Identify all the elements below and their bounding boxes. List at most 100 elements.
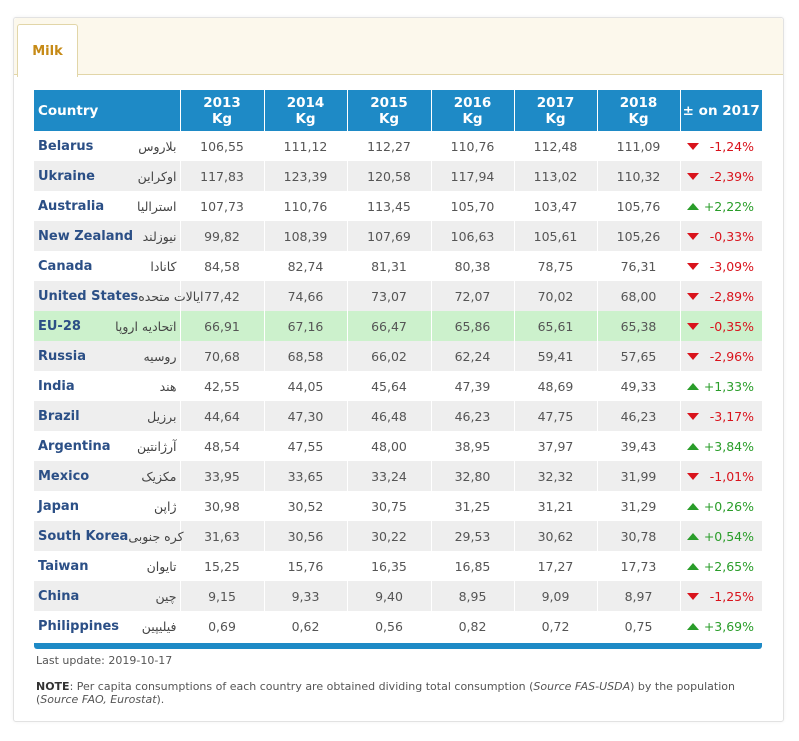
change-percent: +1,33% bbox=[703, 378, 754, 394]
header-year: 2018 Kg bbox=[596, 90, 680, 131]
value-cell: 120,58 bbox=[346, 161, 431, 191]
value-cell: 33,24 bbox=[346, 461, 431, 491]
value-cell: 39,43 bbox=[596, 431, 680, 461]
arrow-up-icon bbox=[686, 502, 699, 510]
value-cell: 72,07 bbox=[430, 281, 514, 311]
table-row: Canada کانادا 84,58 82,74 81,31 80,38 78,75 76,… bbox=[34, 251, 762, 281]
change-percent: +3,69% bbox=[703, 618, 754, 634]
country-name-en: Brazil bbox=[38, 408, 80, 424]
country-name-fa: فیلیپین bbox=[141, 618, 177, 634]
value-cell: 30,56 bbox=[263, 521, 347, 551]
value-cell: 15,25 bbox=[179, 551, 264, 581]
country-name-fa: برزیل bbox=[147, 408, 177, 424]
value-cell: 48,69 bbox=[513, 371, 597, 401]
change-cell: +2,22% bbox=[679, 191, 762, 221]
table-row: Argentina آرژانتین 48,54 47,55 48,00 38,95 37,… bbox=[34, 431, 762, 461]
table-row: Philippines فیلیپین 0,69 0,62 0,56 0,82 0,72 0,… bbox=[34, 611, 762, 641]
value-cell: 68,58 bbox=[263, 341, 347, 371]
value-cell: 80,38 bbox=[430, 251, 514, 281]
milk-panel: Milk Country 2013 Kg 2014 Kg 2015 Kg 2016 Kg 2017… bbox=[13, 17, 784, 722]
table-row: United States ایالات متحده 77,42 74,66 73,07… bbox=[34, 281, 762, 311]
change-cell: +0,54% bbox=[679, 521, 762, 551]
country-name-fa: کانادا bbox=[150, 258, 177, 274]
country-cell: Mexico مکزیک bbox=[34, 461, 180, 491]
value-cell: 46,48 bbox=[346, 401, 431, 431]
value-cell: 59,41 bbox=[513, 341, 597, 371]
change-percent: -3,17% bbox=[709, 408, 754, 424]
country-name-en: Philippines bbox=[38, 618, 120, 634]
change-cell: +3,69% bbox=[679, 611, 762, 641]
table-row: Brazil برزیل 44,64 47,30 46,48 46,23 47,75 46,2… bbox=[34, 401, 762, 431]
value-cell: 76,31 bbox=[596, 251, 680, 281]
value-cell: 108,39 bbox=[263, 221, 347, 251]
table-row: Russia روسیه 70,68 68,58 66,02 62,24 59,41 57,6… bbox=[34, 341, 762, 371]
value-cell: 48,00 bbox=[346, 431, 431, 461]
change-percent: -3,09% bbox=[709, 258, 754, 274]
arrow-up-icon bbox=[686, 562, 699, 570]
table-row: India هند 42,55 44,05 45,64 47,39 48,69 49,33 +1… bbox=[34, 371, 762, 401]
header-text: Kg bbox=[628, 110, 649, 127]
table-row: EU-28 اتحادیه اروپا 66,91 67,16 66,47 65,86 65… bbox=[34, 311, 762, 341]
arrow-down-icon bbox=[686, 322, 699, 330]
country-cell: Japan ژاپن bbox=[34, 491, 180, 521]
arrow-up-icon bbox=[686, 202, 699, 210]
country-name-fa: اتحادیه اروپا bbox=[115, 318, 177, 334]
value-cell: 46,23 bbox=[596, 401, 680, 431]
value-cell: 111,12 bbox=[263, 131, 347, 161]
change-percent: -1,25% bbox=[709, 588, 754, 604]
country-name-fa: هند bbox=[159, 378, 177, 394]
arrow-up-icon bbox=[686, 442, 699, 450]
value-cell: 0,75 bbox=[596, 611, 680, 641]
change-percent: -1,24% bbox=[709, 138, 754, 154]
country-name-en: Russia bbox=[38, 348, 86, 364]
value-cell: 84,58 bbox=[179, 251, 264, 281]
change-cell: -2,89% bbox=[679, 281, 762, 311]
value-cell: 17,27 bbox=[513, 551, 597, 581]
value-cell: 70,02 bbox=[513, 281, 597, 311]
country-name-en: Mexico bbox=[38, 468, 90, 484]
value-cell: 30,98 bbox=[179, 491, 264, 521]
country-name-en: Taiwan bbox=[38, 558, 89, 574]
country-cell: Canada کانادا bbox=[34, 251, 180, 281]
country-cell: Belarus بلاروس bbox=[34, 131, 180, 161]
arrow-down-icon bbox=[686, 472, 699, 480]
country-cell: EU-28 اتحادیه اروپا bbox=[34, 311, 180, 341]
value-cell: 74,66 bbox=[263, 281, 347, 311]
note-source-2: Source FAO, Eurostat bbox=[40, 693, 157, 706]
tab-bar: Milk bbox=[14, 18, 783, 77]
country-name-en: Argentina bbox=[38, 438, 111, 454]
country-cell: Australia استرالیا bbox=[34, 191, 180, 221]
value-cell: 99,82 bbox=[179, 221, 264, 251]
value-cell: 48,54 bbox=[179, 431, 264, 461]
change-cell: -2,96% bbox=[679, 341, 762, 371]
table-row: South Korea کره جنوبی 31,63 30,56 30,22 29,53… bbox=[34, 521, 762, 551]
country-name-fa: استرالیا bbox=[137, 198, 177, 214]
header-text: 2015 bbox=[370, 94, 408, 111]
value-cell: 42,55 bbox=[179, 371, 264, 401]
country-name-fa: اوکراین bbox=[137, 168, 177, 184]
value-cell: 45,64 bbox=[346, 371, 431, 401]
tab-milk[interactable]: Milk bbox=[17, 24, 78, 77]
country-name-fa: روسیه bbox=[143, 348, 177, 364]
change-percent: +0,54% bbox=[703, 528, 754, 544]
arrow-down-icon bbox=[686, 262, 699, 270]
value-cell: 123,39 bbox=[263, 161, 347, 191]
value-cell: 37,97 bbox=[513, 431, 597, 461]
value-cell: 31,29 bbox=[596, 491, 680, 521]
arrow-down-icon bbox=[686, 352, 699, 360]
change-cell: -1,24% bbox=[679, 131, 762, 161]
value-cell: 9,33 bbox=[263, 581, 347, 611]
value-cell: 111,09 bbox=[596, 131, 680, 161]
arrow-down-icon bbox=[686, 412, 699, 420]
value-cell: 113,02 bbox=[513, 161, 597, 191]
arrow-down-icon bbox=[686, 142, 699, 150]
header-text: Kg bbox=[462, 110, 483, 127]
change-cell: -3,09% bbox=[679, 251, 762, 281]
table-bottom-bar bbox=[34, 643, 762, 649]
change-cell: -0,33% bbox=[679, 221, 762, 251]
value-cell: 66,02 bbox=[346, 341, 431, 371]
value-cell: 0,62 bbox=[263, 611, 347, 641]
country-name-fa: چین bbox=[155, 588, 177, 604]
value-cell: 32,80 bbox=[430, 461, 514, 491]
value-cell: 105,70 bbox=[430, 191, 514, 221]
